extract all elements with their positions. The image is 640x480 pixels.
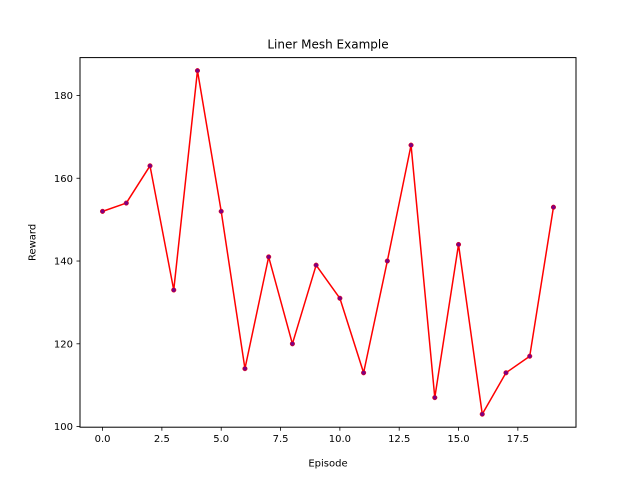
x-tick-label: 10.0: [329, 434, 351, 445]
data-point: [384, 258, 390, 264]
x-axis-label: Episode: [308, 459, 347, 470]
x-tick-label: 0.0: [95, 434, 111, 445]
data-point: [432, 395, 438, 401]
x-axis-ticks: 0.0 2.5 5.0 7.5 10.0 12.5 15.0 17.5: [95, 427, 529, 445]
y-tick-label: 120: [54, 339, 73, 350]
series-line: [102, 69, 555, 415]
x-tick-label: 2.5: [154, 434, 170, 445]
data-point: [171, 287, 177, 293]
y-axis-label: Reward: [28, 224, 39, 261]
data-point: [266, 254, 272, 260]
y-tick-label: 140: [54, 257, 73, 268]
data-point: [527, 353, 533, 359]
data-point: [479, 411, 485, 417]
data-point: [408, 142, 414, 148]
chart-title: Liner Mesh Example: [267, 38, 388, 52]
x-tick-label: 7.5: [273, 434, 289, 445]
data-point: [455, 241, 462, 248]
x-tick-label: 5.0: [213, 434, 229, 445]
data-point: [313, 262, 319, 268]
data-point: [194, 68, 201, 74]
data-point: [337, 295, 343, 301]
plot-layer: [99, 68, 557, 417]
x-tick-label: 17.5: [507, 434, 529, 445]
data-point: [218, 208, 224, 214]
data-point: [361, 370, 367, 376]
y-tick-label: 160: [54, 174, 73, 185]
data-point: [242, 366, 248, 372]
data-point: [503, 370, 509, 376]
y-axis-ticks: 100 120 140 160 180: [54, 91, 80, 433]
x-tick-label: 15.0: [447, 434, 469, 445]
axes-frame: [79, 57, 577, 428]
data-point: [289, 341, 295, 347]
data-point: [550, 204, 557, 210]
data-point: [123, 200, 129, 206]
y-tick-label: 100: [54, 422, 73, 433]
y-tick-label: 180: [54, 91, 73, 102]
x-tick-label: 12.5: [388, 434, 410, 445]
data-point: [99, 208, 106, 214]
data-point: [147, 163, 153, 169]
